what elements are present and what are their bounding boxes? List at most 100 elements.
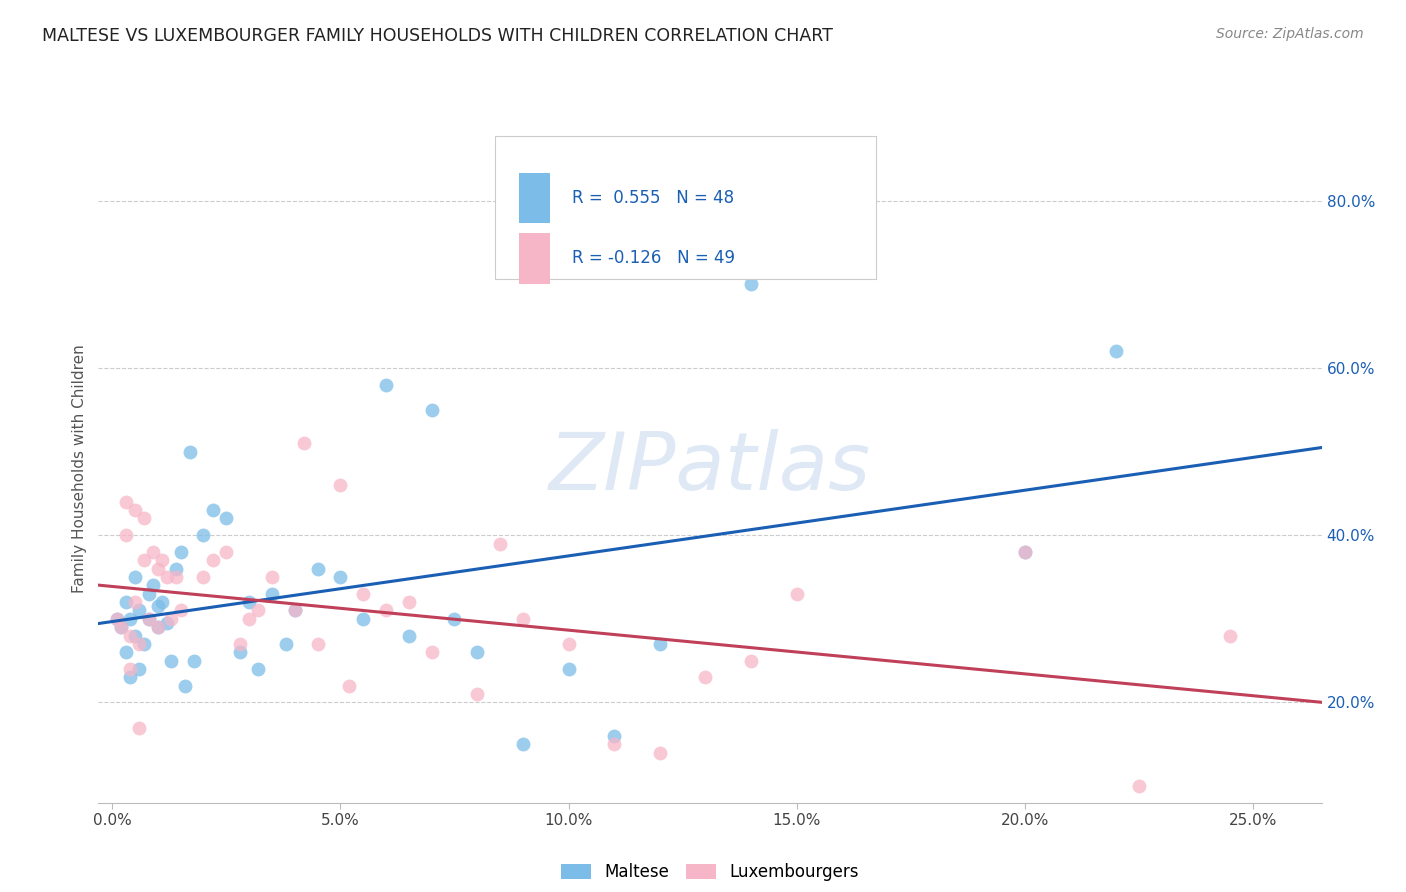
Point (138, 612, 160, 626)
Point (146, 599, 169, 614)
Point (375, 377, 398, 392)
Point (120, 662, 142, 676)
Point (238, 612, 260, 626)
Point (215, 545, 238, 559)
Point (420, 402, 443, 417)
Point (284, 603, 307, 617)
Point (465, 645, 488, 659)
Point (120, 612, 142, 626)
Point (786, 587, 808, 601)
Text: ZIPatlas: ZIPatlas (548, 429, 872, 508)
Point (648, 637, 671, 651)
Point (1128, 779, 1150, 793)
Point (124, 595, 146, 609)
Point (193, 528, 215, 542)
Point (160, 612, 183, 626)
Point (201, 503, 224, 517)
Point (110, 620, 132, 634)
Point (329, 478, 352, 492)
Point (339, 679, 361, 693)
Point (238, 595, 260, 609)
Point (398, 628, 420, 642)
Point (489, 536, 512, 550)
Point (150, 553, 173, 567)
Point (740, 654, 762, 668)
Point (420, 645, 443, 659)
Point (352, 612, 374, 626)
Point (128, 603, 150, 617)
Point (114, 645, 136, 659)
Point (120, 628, 142, 642)
Point (292, 436, 315, 450)
Point (128, 662, 150, 676)
Point (179, 444, 201, 458)
Point (114, 494, 136, 508)
Point (146, 620, 169, 634)
Point (128, 637, 150, 651)
Point (229, 645, 252, 659)
Point (329, 570, 352, 584)
Point (307, 637, 329, 651)
Point (557, 637, 579, 651)
Point (138, 587, 160, 601)
Point (247, 603, 270, 617)
Point (132, 511, 155, 525)
Point (132, 553, 155, 567)
Point (201, 553, 224, 567)
Y-axis label: Family Households with Children: Family Households with Children (72, 344, 87, 592)
Point (165, 562, 187, 576)
Point (229, 637, 252, 651)
Point (443, 612, 465, 626)
Point (174, 679, 197, 693)
Point (274, 637, 297, 651)
Point (124, 503, 146, 517)
Point (128, 721, 150, 735)
Point (398, 595, 420, 609)
Point (124, 628, 146, 642)
Point (352, 587, 374, 601)
Point (132, 637, 155, 651)
Text: R = -0.126   N = 49: R = -0.126 N = 49 (572, 249, 735, 268)
Point (150, 595, 173, 609)
Point (1014, 545, 1036, 559)
Point (260, 570, 283, 584)
Point (183, 654, 205, 668)
Point (215, 511, 238, 525)
Point (260, 587, 283, 601)
Point (740, 277, 762, 292)
Point (247, 662, 270, 676)
Point (146, 620, 169, 634)
Point (114, 595, 136, 609)
Point (169, 603, 191, 617)
Point (695, 670, 717, 684)
Text: R =  0.555   N = 48: R = 0.555 N = 48 (572, 189, 734, 207)
Point (146, 562, 169, 576)
Point (193, 570, 215, 584)
Point (142, 578, 165, 592)
Point (557, 662, 579, 676)
Point (160, 654, 183, 668)
Point (120, 670, 142, 684)
Point (512, 612, 534, 626)
Point (169, 545, 191, 559)
Text: MALTESE VS LUXEMBOURGER FAMILY HOUSEHOLDS WITH CHILDREN CORRELATION CHART: MALTESE VS LUXEMBOURGER FAMILY HOUSEHOLD… (42, 27, 832, 45)
Point (156, 615, 179, 630)
Point (603, 737, 626, 751)
Point (142, 545, 165, 559)
Point (138, 612, 160, 626)
Text: Source: ZipAtlas.com: Source: ZipAtlas.com (1216, 27, 1364, 41)
Point (375, 603, 398, 617)
Point (124, 570, 146, 584)
Point (114, 528, 136, 542)
Point (603, 729, 626, 743)
Point (307, 562, 329, 576)
Point (165, 570, 187, 584)
Point (110, 620, 132, 634)
Point (156, 570, 179, 584)
Legend: Maltese, Luxembourgers: Maltese, Luxembourgers (561, 863, 859, 881)
Point (1105, 344, 1128, 359)
Point (1014, 545, 1036, 559)
Point (105, 612, 128, 626)
Point (284, 603, 307, 617)
Point (465, 687, 488, 701)
